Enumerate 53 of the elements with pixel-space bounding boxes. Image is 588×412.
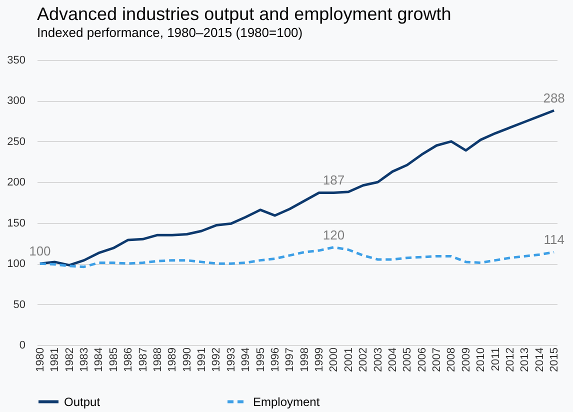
x-tick-label: 2002 xyxy=(358,348,370,372)
x-tick-label: 2011 xyxy=(490,348,502,372)
x-tick-label: 2012 xyxy=(504,348,516,372)
chart-title: Advanced industries output and employment growth xyxy=(37,4,452,24)
x-tick-label: 1996 xyxy=(269,348,282,372)
x-tick-label: 1995 xyxy=(254,348,267,372)
x-tick-label: 1989 xyxy=(166,348,179,372)
x-tick-label: 1987 xyxy=(137,348,150,372)
x-tick-label: 1994 xyxy=(240,348,252,372)
x-tick-label: 2007 xyxy=(431,348,444,372)
x-tick-label: 2009 xyxy=(460,348,472,372)
annotation: 187 xyxy=(322,172,345,188)
y-tick-label: 150 xyxy=(7,217,26,230)
chart-subtitle: Indexed performance, 1980–2015 (1980=100) xyxy=(37,25,303,40)
y-tick-label: 300 xyxy=(7,95,26,108)
x-tick-label: 1988 xyxy=(152,348,164,372)
y-tick-label: 250 xyxy=(7,136,26,148)
x-tick-label: 1999 xyxy=(314,348,326,372)
x-tick-label: 1986 xyxy=(122,348,135,372)
y-tick-label: 100 xyxy=(7,258,26,270)
x-tick-label: 1997 xyxy=(284,348,296,372)
x-tick-label: 2001 xyxy=(342,348,355,372)
y-tick-label: 50 xyxy=(13,298,26,311)
x-tick-label: 2015 xyxy=(548,348,561,372)
x-tick-label: 2008 xyxy=(446,348,458,372)
annotation: 114 xyxy=(544,232,564,248)
x-tick-label: 1980 xyxy=(34,348,46,372)
annotation: 288 xyxy=(543,90,565,106)
x-tick-label: 1992 xyxy=(210,348,223,372)
x-tick-label: 1998 xyxy=(298,348,311,372)
y-tick-label: 200 xyxy=(7,176,26,189)
x-tick-label: 1983 xyxy=(78,348,91,372)
x-tick-label: 2006 xyxy=(416,348,428,372)
x-tick-label: 1990 xyxy=(181,348,194,372)
x-tick-label: 2000 xyxy=(328,348,340,372)
x-tick-label: 2014 xyxy=(534,348,546,372)
x-tick-label: 1993 xyxy=(225,348,238,372)
legend-label: Employment xyxy=(253,394,320,409)
x-tick-label: 2010 xyxy=(475,348,488,372)
x-tick-label: 2013 xyxy=(519,348,532,372)
x-tick-label: 1984 xyxy=(93,348,106,372)
x-tick-label: 1982 xyxy=(64,348,76,372)
y-tick-label: 0 xyxy=(19,340,26,352)
x-tick-label: 2004 xyxy=(386,348,399,372)
x-tick-label: 1981 xyxy=(49,348,62,372)
legend-label: Output xyxy=(64,394,101,409)
x-tick-label: 1985 xyxy=(108,348,120,372)
x-tick-label: 1991 xyxy=(196,348,208,372)
x-tick-label: 2003 xyxy=(372,348,384,372)
annotation: 120 xyxy=(322,227,345,242)
annotation: 100 xyxy=(29,244,51,259)
y-tick-label: 350 xyxy=(7,54,26,66)
x-tick-label: 2005 xyxy=(402,348,414,372)
